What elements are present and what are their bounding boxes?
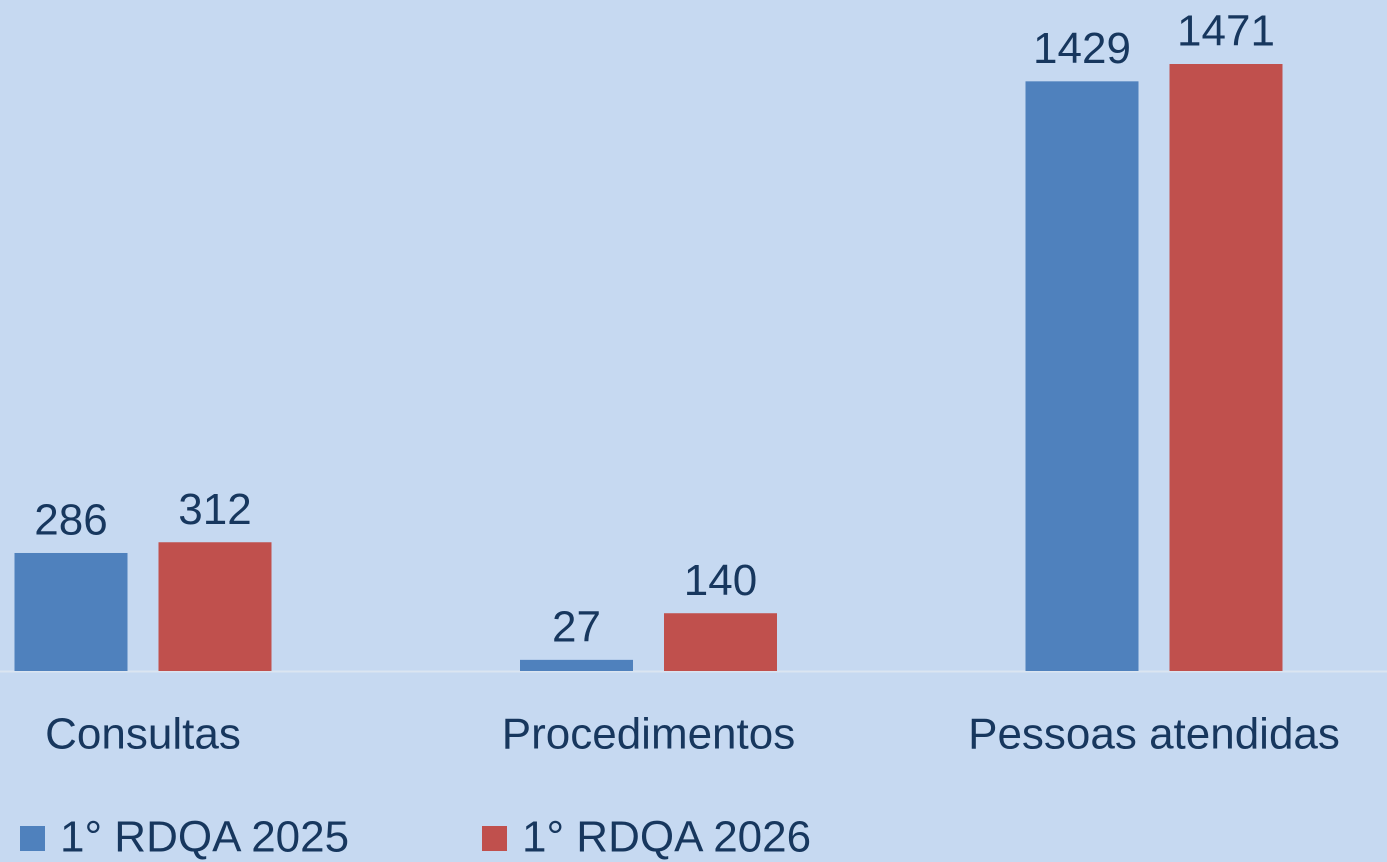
data-label: 286	[34, 496, 107, 545]
legend-swatch	[20, 826, 45, 851]
bar	[520, 659, 633, 671]
data-label: 1471	[1177, 7, 1275, 56]
x-tick-label: Consultas	[45, 710, 241, 759]
bar	[1025, 81, 1139, 672]
x-tick-label: Pessoas atendidas	[968, 710, 1340, 759]
data-label: 27	[552, 602, 601, 651]
bar	[664, 613, 777, 671]
bar	[1169, 64, 1283, 671]
data-label: 1429	[1033, 24, 1131, 73]
legend-label: 1° RDQA 2025	[60, 813, 349, 862]
legend-swatch	[482, 826, 507, 851]
data-label: 312	[178, 485, 251, 534]
bar	[14, 552, 128, 671]
data-label: 140	[684, 556, 757, 605]
legend-label: 1° RDQA 2026	[522, 813, 811, 862]
bar	[158, 542, 272, 671]
x-tick-label: Procedimentos	[502, 710, 795, 759]
